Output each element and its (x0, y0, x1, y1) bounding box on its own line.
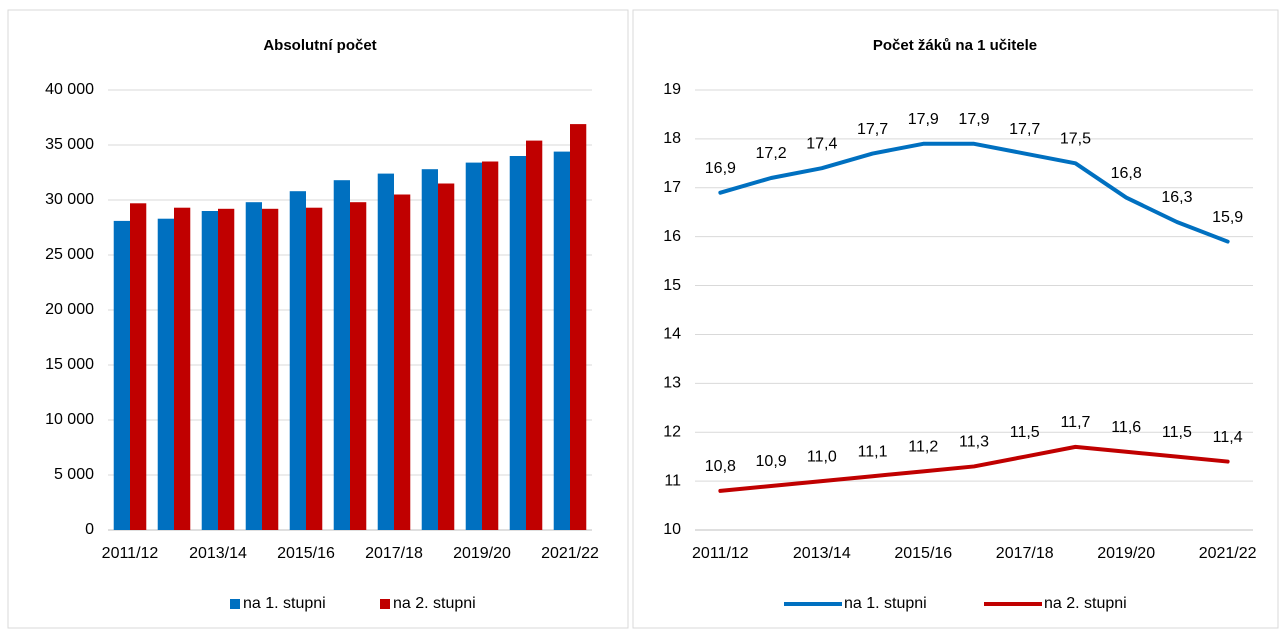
data-label: 11,4 (1213, 429, 1243, 446)
y-tick-label: 11 (664, 472, 681, 489)
y-tick-label: 17 (663, 179, 681, 196)
bar (245, 202, 262, 530)
data-label: 11,0 (807, 448, 837, 465)
bar (306, 207, 323, 530)
data-label: 11,1 (858, 443, 888, 460)
bar (350, 202, 367, 530)
y-tick-label: 5 000 (54, 466, 94, 483)
y-tick-label: 12 (663, 423, 681, 440)
data-label: 11,6 (1111, 419, 1141, 436)
bar (289, 191, 306, 530)
legend-label: na 2. stupni (393, 595, 476, 612)
x-tick-label: 2019/20 (1097, 545, 1155, 562)
y-tick-label: 25 000 (45, 246, 94, 263)
data-label: 17,7 (857, 121, 888, 138)
legend-label: na 1. stupni (844, 595, 927, 612)
x-tick-label: 2011/12 (692, 545, 749, 562)
bar (394, 194, 411, 530)
y-tick-label: 10 000 (45, 411, 94, 428)
data-label: 16,3 (1161, 189, 1192, 206)
data-label: 11,7 (1060, 414, 1090, 431)
bar (262, 208, 279, 531)
legend-label: na 2. stupni (1044, 595, 1127, 612)
y-tick-label: 16 (663, 228, 681, 245)
x-tick-label: 2017/18 (365, 545, 423, 562)
bar (218, 208, 235, 531)
data-label: 15,9 (1212, 209, 1243, 226)
y-tick-label: 15 000 (45, 356, 94, 373)
x-tick-label: 2013/14 (189, 545, 247, 562)
data-label: 11,5 (1162, 424, 1192, 441)
data-label: 17,5 (1060, 131, 1091, 148)
y-tick-label: 18 (663, 130, 681, 147)
data-label: 11,5 (1010, 424, 1040, 441)
x-tick-label: 2021/22 (1199, 545, 1257, 562)
bar (130, 203, 147, 531)
y-tick-label: 13 (663, 375, 681, 392)
bar (157, 218, 174, 530)
bar (438, 183, 455, 530)
data-label: 10,9 (756, 453, 787, 470)
x-tick-label: 2011/12 (102, 545, 159, 562)
chart-title: Absolutní počet (263, 37, 376, 54)
bar (570, 124, 587, 530)
x-tick-label: 2015/16 (277, 545, 335, 562)
y-tick-label: 10 (663, 521, 681, 538)
line (718, 141, 1230, 244)
bar (333, 180, 350, 530)
data-label: 16,9 (705, 160, 736, 177)
x-tick-label: 2021/22 (541, 545, 599, 562)
data-label: 10,8 (705, 458, 736, 475)
bar (201, 211, 218, 530)
data-label: 17,2 (756, 145, 787, 162)
y-tick-label: 14 (663, 326, 681, 343)
y-tick-label: 30 000 (45, 191, 94, 208)
data-label: 17,4 (806, 135, 837, 152)
bar (377, 173, 394, 530)
bar (465, 162, 482, 530)
y-tick-label: 19 (663, 81, 681, 98)
y-tick-label: 20 000 (45, 301, 94, 318)
y-tick-label: 0 (85, 521, 94, 538)
y-tick-label: 40 000 (45, 81, 94, 98)
line (718, 444, 1230, 493)
bar (509, 156, 526, 530)
y-tick-label: 35 000 (45, 136, 94, 153)
data-label: 17,7 (1009, 121, 1040, 138)
legend-label: na 1. stupni (243, 595, 326, 612)
data-label: 17,9 (958, 111, 989, 128)
y-tick-label: 15 (663, 277, 681, 294)
data-label: 11,2 (908, 439, 938, 456)
panel (632, 9, 1279, 629)
bar (526, 140, 543, 530)
bar (174, 207, 191, 530)
x-tick-label: 2013/14 (793, 545, 851, 562)
data-label: 16,8 (1111, 165, 1142, 182)
bar (113, 220, 130, 530)
bar (482, 161, 499, 530)
bar (553, 151, 570, 530)
x-tick-label: 2017/18 (996, 545, 1054, 562)
x-tick-label: 2019/20 (453, 545, 511, 562)
chart-title: Počet žáků na 1 učitele (873, 37, 1037, 54)
data-label: 17,9 (908, 111, 939, 128)
legend-swatch (380, 599, 390, 609)
x-tick-label: 2015/16 (894, 545, 952, 562)
data-label: 11,3 (959, 434, 989, 451)
legend-swatch (230, 599, 240, 609)
bar (421, 169, 438, 530)
